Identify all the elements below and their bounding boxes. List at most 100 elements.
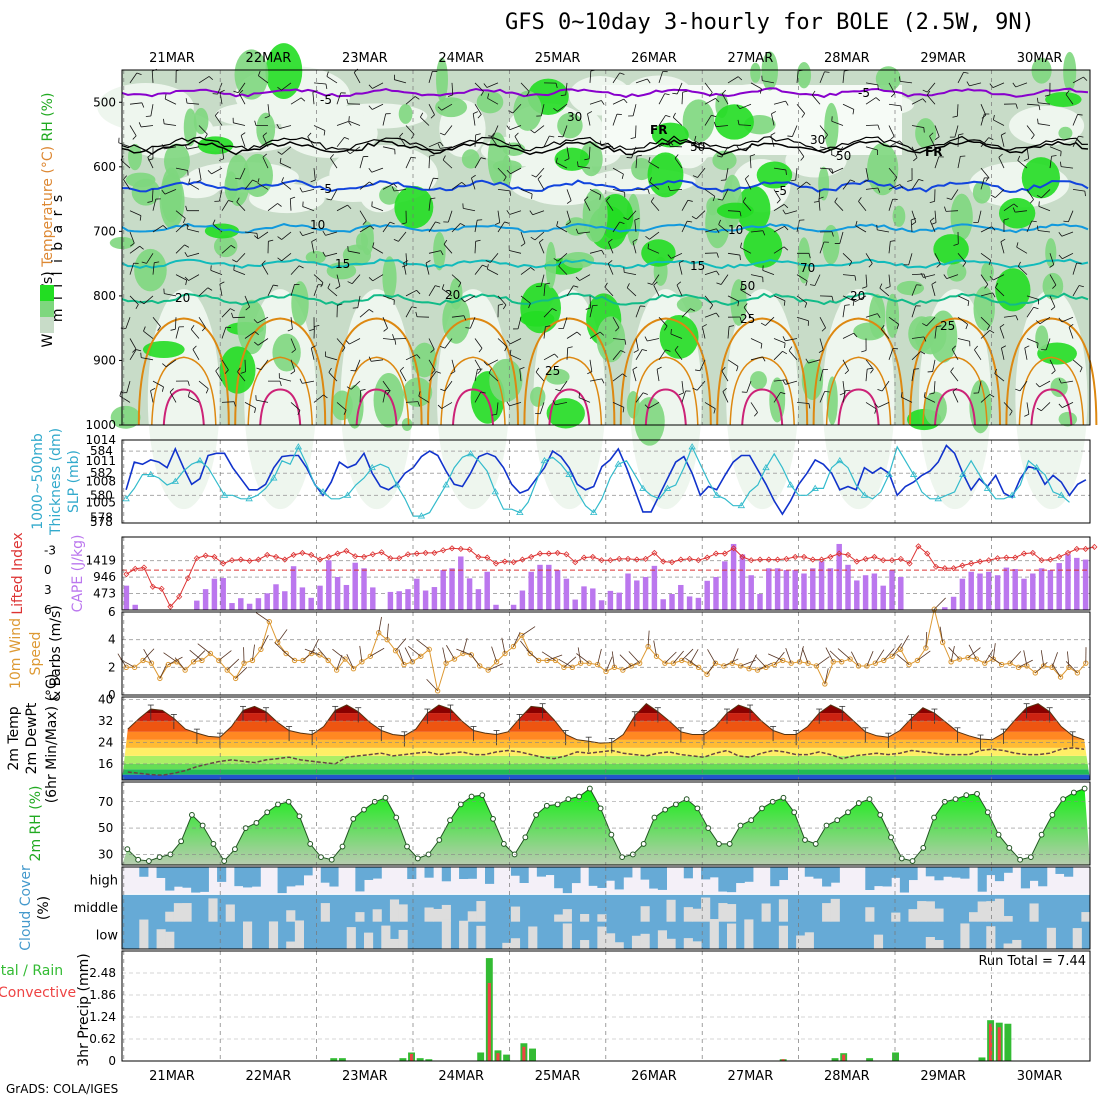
wind-barb [428,156,430,169]
wind-barb-flag [717,198,723,201]
wind-barb-flag [401,222,407,225]
wind-barb [1026,189,1034,200]
cloud-high-cell [778,867,788,881]
wind-barb [555,402,568,406]
rh-marker [1070,789,1077,796]
wind-barb-flag [330,154,334,159]
wind-barb [1045,338,1051,351]
thickness-line [125,444,1087,516]
precip-conv-bar [989,1023,993,1061]
rh-moist-patch [435,97,468,118]
wind-barb [290,317,293,330]
wind-barb-flag [988,260,992,266]
wind-barb [704,82,713,93]
wind-barb-10m [386,623,389,640]
wind-barb [980,113,985,126]
li-marker [818,556,825,563]
wind-barb-flag [347,204,352,210]
wind-barb-10m [673,650,684,664]
rh-moist-patch [160,167,182,223]
wind-barb [328,372,338,382]
rh-marker [974,790,980,797]
wind-speed-marker [754,667,761,673]
cloud-mid-gap [822,903,832,922]
rh-marker [898,855,905,862]
cloud-high-cell [519,867,529,883]
wind-barb-10m [395,638,407,651]
wind-speed-marker [477,663,483,669]
cape-bar [264,593,270,610]
wind-barb [258,75,269,84]
wind-barb-flag [530,129,535,134]
wind-barb [371,206,384,212]
wind-barb-flag [806,181,811,186]
cloud-high-cell [882,867,892,887]
cloud-low-gap [744,919,754,949]
rh-marker [963,792,970,799]
wind-barb [658,93,666,105]
wind-barb-flag [353,68,359,73]
thickness-tick-582: 582 [90,466,113,480]
wind-barb [497,167,507,178]
wind-barb [519,369,522,382]
wind-barb-flag [868,263,873,268]
wind-barb [900,80,913,84]
wind-barb-flag [743,303,748,308]
rh-legend-swatch-high [40,285,54,301]
rh-marker [683,796,690,803]
wind-barb-flag [585,307,591,310]
cloud-high-cell [562,867,572,894]
cape-bar [343,584,350,610]
cape-bar [537,564,543,610]
cloud-mid-gap [165,911,175,922]
wind-barb [1026,295,1039,300]
wind-speed-marker [1032,670,1038,676]
wind-barb-10m [664,651,677,664]
wind-barb-10m [988,655,1002,665]
wind-barb [290,338,296,350]
wind-barb [954,125,959,138]
wind-barb-flag [440,388,446,392]
wind-speed-marker [864,663,870,669]
li-marker [607,557,614,564]
li-marker [880,557,887,564]
wind-barb [831,167,844,174]
wind-barb-flag [1013,203,1018,208]
wind-barb [372,246,384,254]
wind-barb-flag [483,83,488,88]
wind-barb [956,104,959,117]
cape-tick-946: 946 [93,570,116,584]
wind-barb [236,201,246,211]
wind-barb [722,391,729,403]
wind-barb-flag [664,93,670,96]
wind-speed-marker [283,650,289,657]
wind-speed-marker [813,663,820,669]
wind-barb-flag [783,204,789,209]
wind-speed-marker [401,661,407,668]
wind-barb [261,264,269,275]
cloud-mid-gap [692,908,702,922]
wind-barb-flag [1037,343,1039,349]
wind-barb-flag [931,281,937,285]
wind-barb [612,373,623,382]
li-marker [413,550,420,557]
wind-barb [888,184,901,190]
rh-moist-patch [626,391,640,419]
wind-barb-10m [685,657,699,668]
wind-barb [428,250,441,254]
wind-barb [165,359,177,368]
li-marker [1073,545,1080,553]
wind-barb-flag [1077,114,1083,116]
rh-moist-patch [582,188,608,243]
wind-barb [129,125,137,136]
wind-barb [952,391,959,403]
cloud-low-gap [398,929,408,949]
cloud-low-gap [796,935,806,949]
wind-barb [721,146,729,158]
cloud-high-cell [977,867,987,892]
wind-barb-flag [323,394,328,399]
wind-barb [267,104,270,117]
wind-barb [359,309,370,318]
wind-barb [811,94,821,105]
li-marker [774,556,781,563]
